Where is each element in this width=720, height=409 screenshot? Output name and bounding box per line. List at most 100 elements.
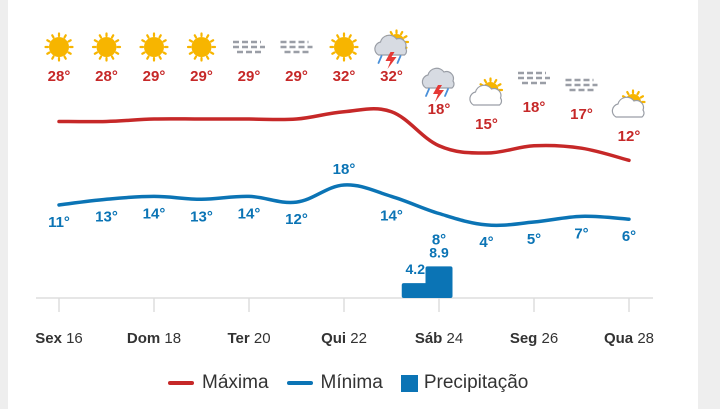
x-tick-day: Sex xyxy=(35,330,62,347)
min-temp-label: 8° xyxy=(432,232,446,249)
partly-cloudy-icon xyxy=(611,89,646,118)
sun-ray xyxy=(51,55,55,60)
sun-ray xyxy=(67,51,72,55)
precip-bar xyxy=(401,283,429,298)
x-tick-label: Sex 16 xyxy=(35,330,83,347)
sun-ray xyxy=(46,39,51,43)
rain-drop xyxy=(425,88,430,97)
legend-item-precipitation[interactable]: Precipitação xyxy=(400,372,529,394)
sun-ray xyxy=(146,55,150,60)
min-temp-label: 14° xyxy=(380,207,403,224)
max-temp-label: 29° xyxy=(238,68,261,85)
sun-ray xyxy=(193,55,198,60)
sun-ray xyxy=(141,51,146,55)
legend-precip-label: Precipitação xyxy=(423,372,529,393)
lightning-bolt xyxy=(433,85,444,102)
x-tick-date: 18 xyxy=(160,330,181,347)
partly-cloudy-icon xyxy=(469,77,504,106)
max-temp-label: 32° xyxy=(380,68,403,85)
storm-icon xyxy=(421,67,455,102)
sun-icon xyxy=(91,32,122,62)
cloud-shape xyxy=(611,96,645,118)
max-temp-label: 28° xyxy=(95,68,118,85)
rain-drop xyxy=(396,55,402,64)
min-temp-label: 5° xyxy=(527,231,541,248)
legend-min-label: Mínima xyxy=(320,372,383,393)
legend-max-label: Máxima xyxy=(202,372,269,393)
max-temp-label: 29° xyxy=(143,68,166,85)
forecast-chart: Sex 16 Dom 18 Ter 20 Qui 22 Sáb 24 Seg 26 Qua … xyxy=(35,29,654,347)
sun-disc xyxy=(144,37,164,57)
precip-value-label: 8.9 xyxy=(429,244,449,260)
x-tick-date: 28 xyxy=(633,330,654,347)
sun-ray xyxy=(51,34,55,39)
legend-item-max[interactable]: Máxima xyxy=(168,372,269,394)
min-temp-line xyxy=(57,183,631,228)
cloud-shape xyxy=(374,34,408,56)
fog-icon xyxy=(280,40,313,54)
sun-ray xyxy=(331,39,336,43)
x-tick-label: Qua 28 xyxy=(604,330,654,347)
sun-ray xyxy=(98,55,103,60)
min-temp-label: 13° xyxy=(190,208,213,225)
x-tick-date: 16 xyxy=(62,330,83,347)
sun-icon xyxy=(44,32,74,62)
x-tick-day: Sáb xyxy=(415,330,443,347)
sun-ray xyxy=(336,34,340,39)
fog-icon xyxy=(518,71,550,85)
fog-icon xyxy=(233,40,265,54)
sun-disc xyxy=(49,37,69,57)
x-tick-label: Ter 20 xyxy=(227,330,270,347)
sun-ray xyxy=(188,51,194,55)
rain-drop xyxy=(377,55,383,64)
sun-ray xyxy=(67,39,72,43)
min-temp-label: 6° xyxy=(622,228,636,245)
sun-ray xyxy=(114,51,120,55)
sun-ray xyxy=(205,55,210,60)
min-temp-label: 12° xyxy=(285,211,308,228)
sun-ray xyxy=(114,39,120,43)
sun-ray xyxy=(497,83,502,87)
x-tick-date: 26 xyxy=(537,330,558,347)
sun-icon xyxy=(329,32,359,62)
sun-disc xyxy=(334,37,354,57)
sun-ray xyxy=(110,55,115,60)
sun-ray xyxy=(331,51,336,55)
legend-precip-swatch xyxy=(400,374,418,392)
cloud-shape xyxy=(421,67,455,89)
sun-ray xyxy=(158,34,162,39)
sun-ray xyxy=(205,34,210,39)
rain-drop xyxy=(444,88,449,97)
x-tick-label: Dom 18 xyxy=(127,330,181,347)
chart-legend: Máxima Mínima Precipitação xyxy=(168,370,546,396)
sun-disc xyxy=(191,37,212,57)
precip-value-label: 4.2 xyxy=(406,261,426,277)
lightning-bolt xyxy=(385,52,397,69)
x-tick-day: Ter xyxy=(227,330,249,347)
max-temp-label: 29° xyxy=(190,68,213,85)
x-tick-label: Sáb 24 xyxy=(415,330,463,347)
x-tick-day: Seg xyxy=(510,330,538,347)
min-temp-label: 14° xyxy=(143,205,166,222)
sun-ray xyxy=(626,90,630,96)
legend-item-min[interactable]: Mínima xyxy=(286,372,383,394)
x-tick-date: 24 xyxy=(442,330,463,347)
sun-ray xyxy=(46,51,51,55)
sun-icon xyxy=(186,32,217,62)
forecast-chart-card: Sex 16 Dom 18 Ter 20 Qui 22 Sáb 24 Seg 26 Qua … xyxy=(8,0,698,409)
legend-min-swatch xyxy=(286,381,313,385)
sun-ray xyxy=(110,34,115,39)
sun-ray xyxy=(162,39,167,43)
max-temp-label: 17° xyxy=(570,106,593,123)
sun-ray xyxy=(493,78,498,84)
x-tick-day: Dom xyxy=(127,330,160,347)
sun-ray xyxy=(63,34,67,39)
sun-ray xyxy=(158,55,162,60)
max-temp-label: 18° xyxy=(428,101,451,118)
x-tick-date: 20 xyxy=(250,330,271,347)
min-temp-label: 13° xyxy=(95,208,118,225)
x-tick-label: Seg 26 xyxy=(510,330,558,347)
sun-ray xyxy=(483,78,488,84)
min-temp-label: 4° xyxy=(479,234,493,251)
sun-ray xyxy=(336,55,340,60)
